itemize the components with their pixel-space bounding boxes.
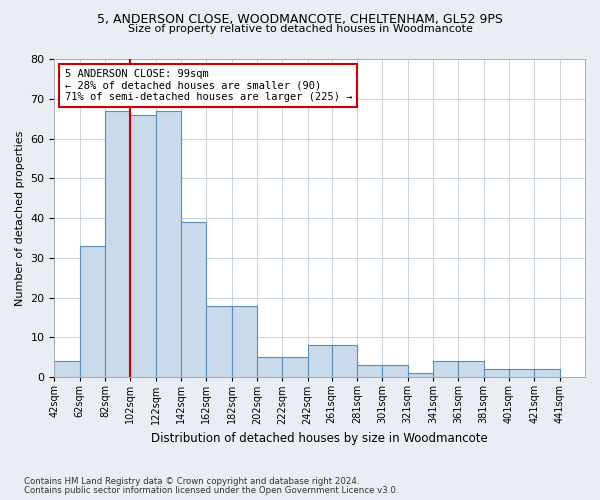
Bar — [484, 370, 509, 377]
Bar — [458, 362, 484, 377]
Y-axis label: Number of detached properties: Number of detached properties — [15, 130, 25, 306]
Bar — [156, 110, 181, 377]
Text: 5, ANDERSON CLOSE, WOODMANCOTE, CHELTENHAM, GL52 9PS: 5, ANDERSON CLOSE, WOODMANCOTE, CHELTENH… — [97, 12, 503, 26]
X-axis label: Distribution of detached houses by size in Woodmancote: Distribution of detached houses by size … — [151, 432, 488, 445]
Bar — [382, 366, 408, 377]
Bar — [408, 373, 433, 377]
Bar — [181, 222, 206, 377]
Bar — [80, 246, 105, 377]
Bar — [433, 362, 458, 377]
Bar — [105, 110, 130, 377]
Bar — [332, 346, 357, 377]
Bar — [257, 358, 283, 377]
Bar — [308, 346, 332, 377]
Bar — [357, 366, 382, 377]
Bar — [535, 370, 560, 377]
Bar — [55, 362, 80, 377]
Bar — [509, 370, 535, 377]
Bar — [130, 114, 156, 377]
Bar — [232, 306, 257, 377]
Text: 5 ANDERSON CLOSE: 99sqm
← 28% of detached houses are smaller (90)
71% of semi-de: 5 ANDERSON CLOSE: 99sqm ← 28% of detache… — [65, 69, 352, 102]
Text: Contains public sector information licensed under the Open Government Licence v3: Contains public sector information licen… — [24, 486, 398, 495]
Bar — [206, 306, 232, 377]
Text: Size of property relative to detached houses in Woodmancote: Size of property relative to detached ho… — [128, 24, 472, 34]
Text: Contains HM Land Registry data © Crown copyright and database right 2024.: Contains HM Land Registry data © Crown c… — [24, 477, 359, 486]
Bar — [283, 358, 308, 377]
